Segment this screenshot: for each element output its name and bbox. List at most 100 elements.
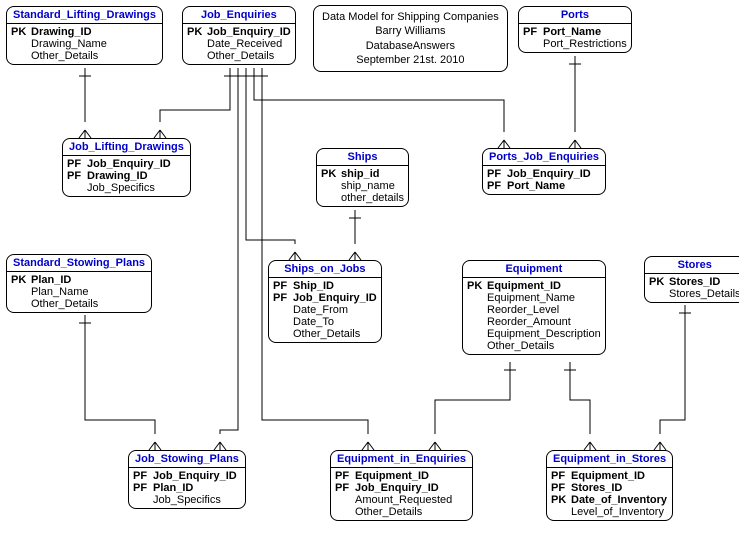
row-attr: other_details <box>341 192 404 204</box>
row-attr: Equipment_ID <box>487 280 601 292</box>
entity-body: PFJob_Enquiry_IDPFPlan_IDJob_Specifics <box>129 468 245 508</box>
entity-stores: StoresPKStores_IDStores_Details <box>644 256 739 303</box>
row-key <box>67 182 87 194</box>
entity-row: Plan_Name <box>11 286 147 298</box>
entity-row: PKDrawing_ID <box>11 26 158 38</box>
entity-row: PFShip_ID <box>273 280 377 292</box>
row-attr: Plan_ID <box>31 274 147 286</box>
entity-body: PKJob_Enquiry_IDDate_ReceivedOther_Detai… <box>183 24 295 64</box>
entity-title: Ships_on_Jobs <box>269 261 381 278</box>
info-line: DatabaseAnswers <box>322 39 499 53</box>
row-key <box>133 494 153 506</box>
entity-row: Level_of_Inventory <box>551 506 668 518</box>
row-attr: Equipment_ID <box>571 470 668 482</box>
row-attr: Date_From <box>293 304 377 316</box>
row-attr: Other_Details <box>355 506 468 518</box>
entity-row: PKStores_ID <box>649 276 739 288</box>
entity-title: Standard_Stowing_Plans <box>7 255 151 272</box>
entity-row: ship_name <box>321 180 404 192</box>
row-key <box>11 38 31 50</box>
diagram-info: Data Model for Shipping Companies Barry … <box>313 5 508 72</box>
row-attr: Drawing_Name <box>31 38 158 50</box>
entity-title: Job_Lifting_Drawings <box>63 139 190 156</box>
row-key: PK <box>11 274 31 286</box>
row-attr: Other_Details <box>293 328 377 340</box>
row-key <box>273 328 293 340</box>
row-attr: Date_To <box>293 316 377 328</box>
row-key <box>523 38 543 50</box>
entity-row: PFJob_Enquiry_ID <box>133 470 241 482</box>
row-key <box>11 50 31 62</box>
row-attr: Job_Specifics <box>87 182 186 194</box>
entity-title: Ports <box>519 7 631 24</box>
entity-row: Stores_Details <box>649 288 739 300</box>
row-key: PF <box>273 292 293 304</box>
row-key <box>467 340 487 352</box>
row-attr: ship_id <box>341 168 404 180</box>
entity-row: PFJob_Enquiry_ID <box>273 292 377 304</box>
row-attr: Other_Details <box>31 50 158 62</box>
entity-row: PFEquipment_ID <box>551 470 668 482</box>
entity-row: Other_Details <box>273 328 377 340</box>
entity-row: PKPlan_ID <box>11 274 147 286</box>
entity-row: Reorder_Level <box>467 304 601 316</box>
entity-equipment: EquipmentPKEquipment_IDEquipment_NameReo… <box>462 260 606 355</box>
row-attr: Stores_ID <box>571 482 668 494</box>
entity-ships: ShipsPKship_idship_nameother_details <box>316 148 409 207</box>
row-key: PF <box>551 470 571 482</box>
row-attr: Level_of_Inventory <box>571 506 668 518</box>
entity-row: PFPort_Name <box>523 26 627 38</box>
entity-row: PFJob_Enquiry_ID <box>487 168 601 180</box>
entity-ports: PortsPFPort_NamePort_Restrictions <box>518 6 632 53</box>
entity-row: Date_Received <box>187 38 291 50</box>
entity-ports-job-enquiries: Ports_Job_EnquiriesPFJob_Enquiry_IDPFPor… <box>482 148 606 195</box>
row-attr: Job_Enquiry_ID <box>507 168 601 180</box>
entity-body: PKPlan_IDPlan_NameOther_Details <box>7 272 151 312</box>
entity-row: Other_Details <box>335 506 468 518</box>
info-line: Barry Williams <box>322 24 499 38</box>
row-key: PF <box>67 158 87 170</box>
entity-row: PFJob_Enquiry_ID <box>335 482 468 494</box>
row-key <box>187 50 207 62</box>
entity-body: PKStores_IDStores_Details <box>645 274 739 302</box>
entity-body: PFEquipment_IDPFStores_IDPKDate_of_Inven… <box>547 468 672 520</box>
row-attr: Reorder_Level <box>487 304 601 316</box>
entity-title: Stores <box>645 257 739 274</box>
info-line: September 21st. 2010 <box>322 53 499 67</box>
row-attr: Reorder_Amount <box>487 316 601 328</box>
entity-title: Job_Stowing_Plans <box>129 451 245 468</box>
entity-row: Other_Details <box>467 340 601 352</box>
entity-row: PKEquipment_ID <box>467 280 601 292</box>
entity-body: PFJob_Enquiry_IDPFDrawing_IDJob_Specific… <box>63 156 190 196</box>
row-attr: Amount_Requested <box>355 494 468 506</box>
entity-title: Ships <box>317 149 408 166</box>
entity-row: Reorder_Amount <box>467 316 601 328</box>
row-attr: Ship_ID <box>293 280 377 292</box>
row-key <box>321 192 341 204</box>
row-attr: Job_Enquiry_ID <box>355 482 468 494</box>
row-key: PF <box>335 482 355 494</box>
entity-row: Job_Specifics <box>67 182 186 194</box>
entity-title: Equipment <box>463 261 605 278</box>
row-attr: Other_Details <box>31 298 147 310</box>
row-key <box>649 288 669 300</box>
row-attr: Equipment_Description <box>487 328 601 340</box>
entity-title: Ports_Job_Enquiries <box>483 149 605 166</box>
entity-title: Job_Enquiries <box>183 7 295 24</box>
row-key <box>321 180 341 192</box>
row-attr: Plan_ID <box>153 482 241 494</box>
entity-row: PFEquipment_ID <box>335 470 468 482</box>
row-attr: Other_Details <box>487 340 601 352</box>
row-key <box>273 316 293 328</box>
entity-ships-on-jobs: Ships_on_JobsPFShip_IDPFJob_Enquiry_IDDa… <box>268 260 382 343</box>
entity-equipment-in-stores: Equipment_in_StoresPFEquipment_IDPFStore… <box>546 450 673 521</box>
entity-row: Date_To <box>273 316 377 328</box>
row-key <box>467 304 487 316</box>
entity-row: Drawing_Name <box>11 38 158 50</box>
entity-standard-stowing-plans: Standard_Stowing_PlansPKPlan_IDPlan_Name… <box>6 254 152 313</box>
row-attr: Port_Name <box>543 26 627 38</box>
info-line: Data Model for Shipping Companies <box>322 10 499 24</box>
row-key: PK <box>649 276 669 288</box>
entity-row: Amount_Requested <box>335 494 468 506</box>
row-key <box>335 506 355 518</box>
